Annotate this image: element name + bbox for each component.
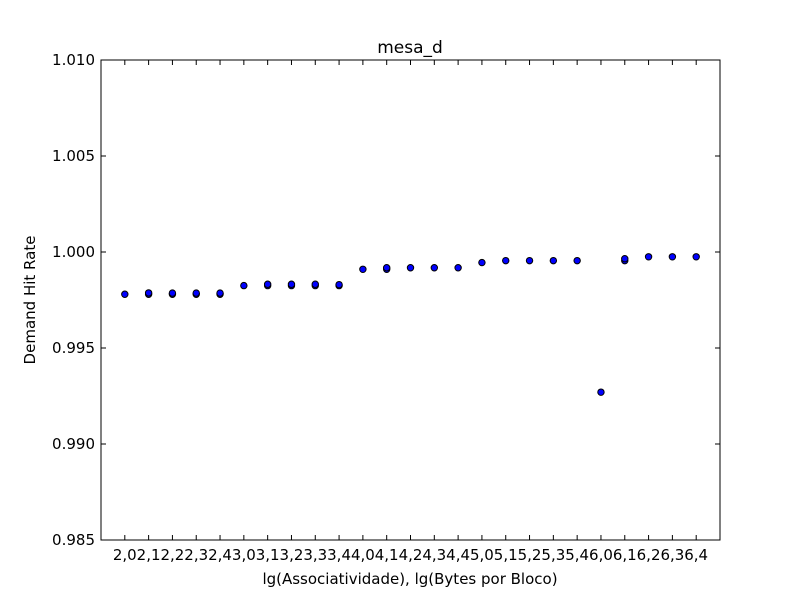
x-tick-label: 6,3 [660, 546, 684, 564]
data-point [311, 280, 319, 288]
x-tick-label: 3,2 [280, 546, 304, 564]
data-point [168, 289, 177, 297]
data-point [430, 264, 439, 272]
x-tick-label: 3,3 [303, 546, 327, 564]
x-tick-label: 4,2 [399, 546, 423, 564]
x-axis-label: lg(Associatividade), lg(Bytes por Bloco) [262, 570, 557, 588]
data-point [454, 264, 462, 272]
plot-frame [100, 59, 721, 541]
data-point [287, 280, 296, 288]
x-tick-labels: 2,0 2,1 2,2 2,3 2,4 3,0 3,1 3,2 3,3 3,4 4,0 4,1 4,2 4… [113, 546, 708, 564]
data-points [121, 253, 700, 396]
data-point [692, 253, 700, 261]
y-tick-label: 1.000 [52, 243, 95, 261]
data-point [644, 253, 653, 261]
y-tick-label: 0.985 [52, 531, 95, 549]
data-point [668, 253, 677, 261]
data-point [359, 265, 367, 273]
x-tick-label: 4,0 [351, 546, 375, 564]
data-point [406, 264, 415, 272]
x-tick-label: 6,0 [589, 546, 613, 564]
data-point [382, 264, 391, 272]
data-point [192, 289, 200, 297]
data-point [573, 256, 581, 265]
y-tick-label: 0.990 [52, 435, 95, 453]
data-point [478, 258, 486, 267]
x-tick-label: 3,0 [232, 546, 256, 564]
data-point [525, 256, 534, 265]
data-point [240, 281, 248, 290]
x-tick-label: 4,3 [422, 546, 446, 564]
data-point [597, 388, 605, 396]
x-tick-label: 2,4 [208, 546, 232, 564]
x-tick-label: 4,1 [375, 546, 399, 564]
x-tick-label: 5,1 [494, 546, 518, 564]
x-tick-label: 2,1 [137, 546, 161, 564]
data-point [335, 280, 343, 289]
y-tick-label: 0.995 [52, 339, 95, 357]
x-tick-label: 5,2 [518, 546, 542, 564]
chart-title: mesa_d [377, 38, 443, 58]
x-tick-label: 2,0 [113, 546, 137, 564]
x-tick-label: 6,1 [613, 546, 637, 564]
x-tick-label: 4,4 [446, 546, 470, 564]
data-point [263, 280, 272, 288]
data-point [621, 255, 629, 263]
y-tick-label: 1.005 [52, 147, 95, 165]
x-tick-label: 5,4 [565, 546, 589, 564]
y-axis-label: Demand Hit Rate [21, 236, 39, 365]
x-tick-label: 2,2 [160, 546, 184, 564]
y-tick-labels: 0.985 0.990 0.995 1.000 1.005 1.010 [52, 51, 95, 549]
data-point [216, 289, 224, 297]
x-tick-label: 6,2 [637, 546, 661, 564]
data-point [549, 256, 558, 265]
x-tick-label: 2,3 [184, 546, 208, 564]
data-point [121, 290, 129, 298]
y-tick-label: 1.010 [52, 51, 95, 69]
x-tick-label: 5,0 [470, 546, 494, 564]
data-point [144, 289, 153, 297]
x-tick-label: 3,1 [256, 546, 280, 564]
x-tick-label: 3,4 [327, 546, 351, 564]
x-tick-label: 5,3 [541, 546, 565, 564]
x-tick-label: 6,4 [684, 546, 708, 564]
data-point [502, 256, 510, 265]
